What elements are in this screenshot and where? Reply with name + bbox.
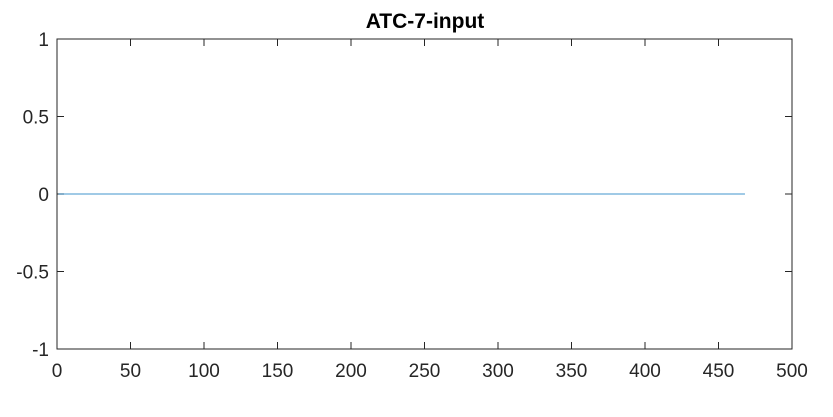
x-tick-label: 400 <box>629 361 661 382</box>
x-axis-tick-labels: 0 50 100 150 200 250 300 350 400 450 500 <box>52 361 808 382</box>
chart-title: ATC-7-input <box>366 10 485 33</box>
y-tick-label: -0.5 <box>16 263 49 284</box>
x-tick-label: 300 <box>482 361 514 382</box>
x-tick-label: 50 <box>120 361 141 382</box>
y-tick-label: 0 <box>38 185 49 206</box>
x-tick-label: 100 <box>188 361 220 382</box>
x-tick-label: 350 <box>556 361 588 382</box>
x-tick-label: 200 <box>335 361 367 382</box>
x-tick-label: 450 <box>703 361 735 382</box>
x-tick-label: 0 <box>52 361 63 382</box>
y-axis-tick-labels: -1 -0.5 0 0.5 1 <box>16 30 49 361</box>
x-tick-label: 150 <box>262 361 294 382</box>
y-tick-label: 1 <box>38 30 49 51</box>
x-tick-label: 250 <box>409 361 441 382</box>
x-tick-label: 500 <box>776 361 808 382</box>
y-tick-label: -1 <box>32 340 49 361</box>
axes-box <box>56 38 793 350</box>
y-tick-label: 0.5 <box>23 108 49 129</box>
